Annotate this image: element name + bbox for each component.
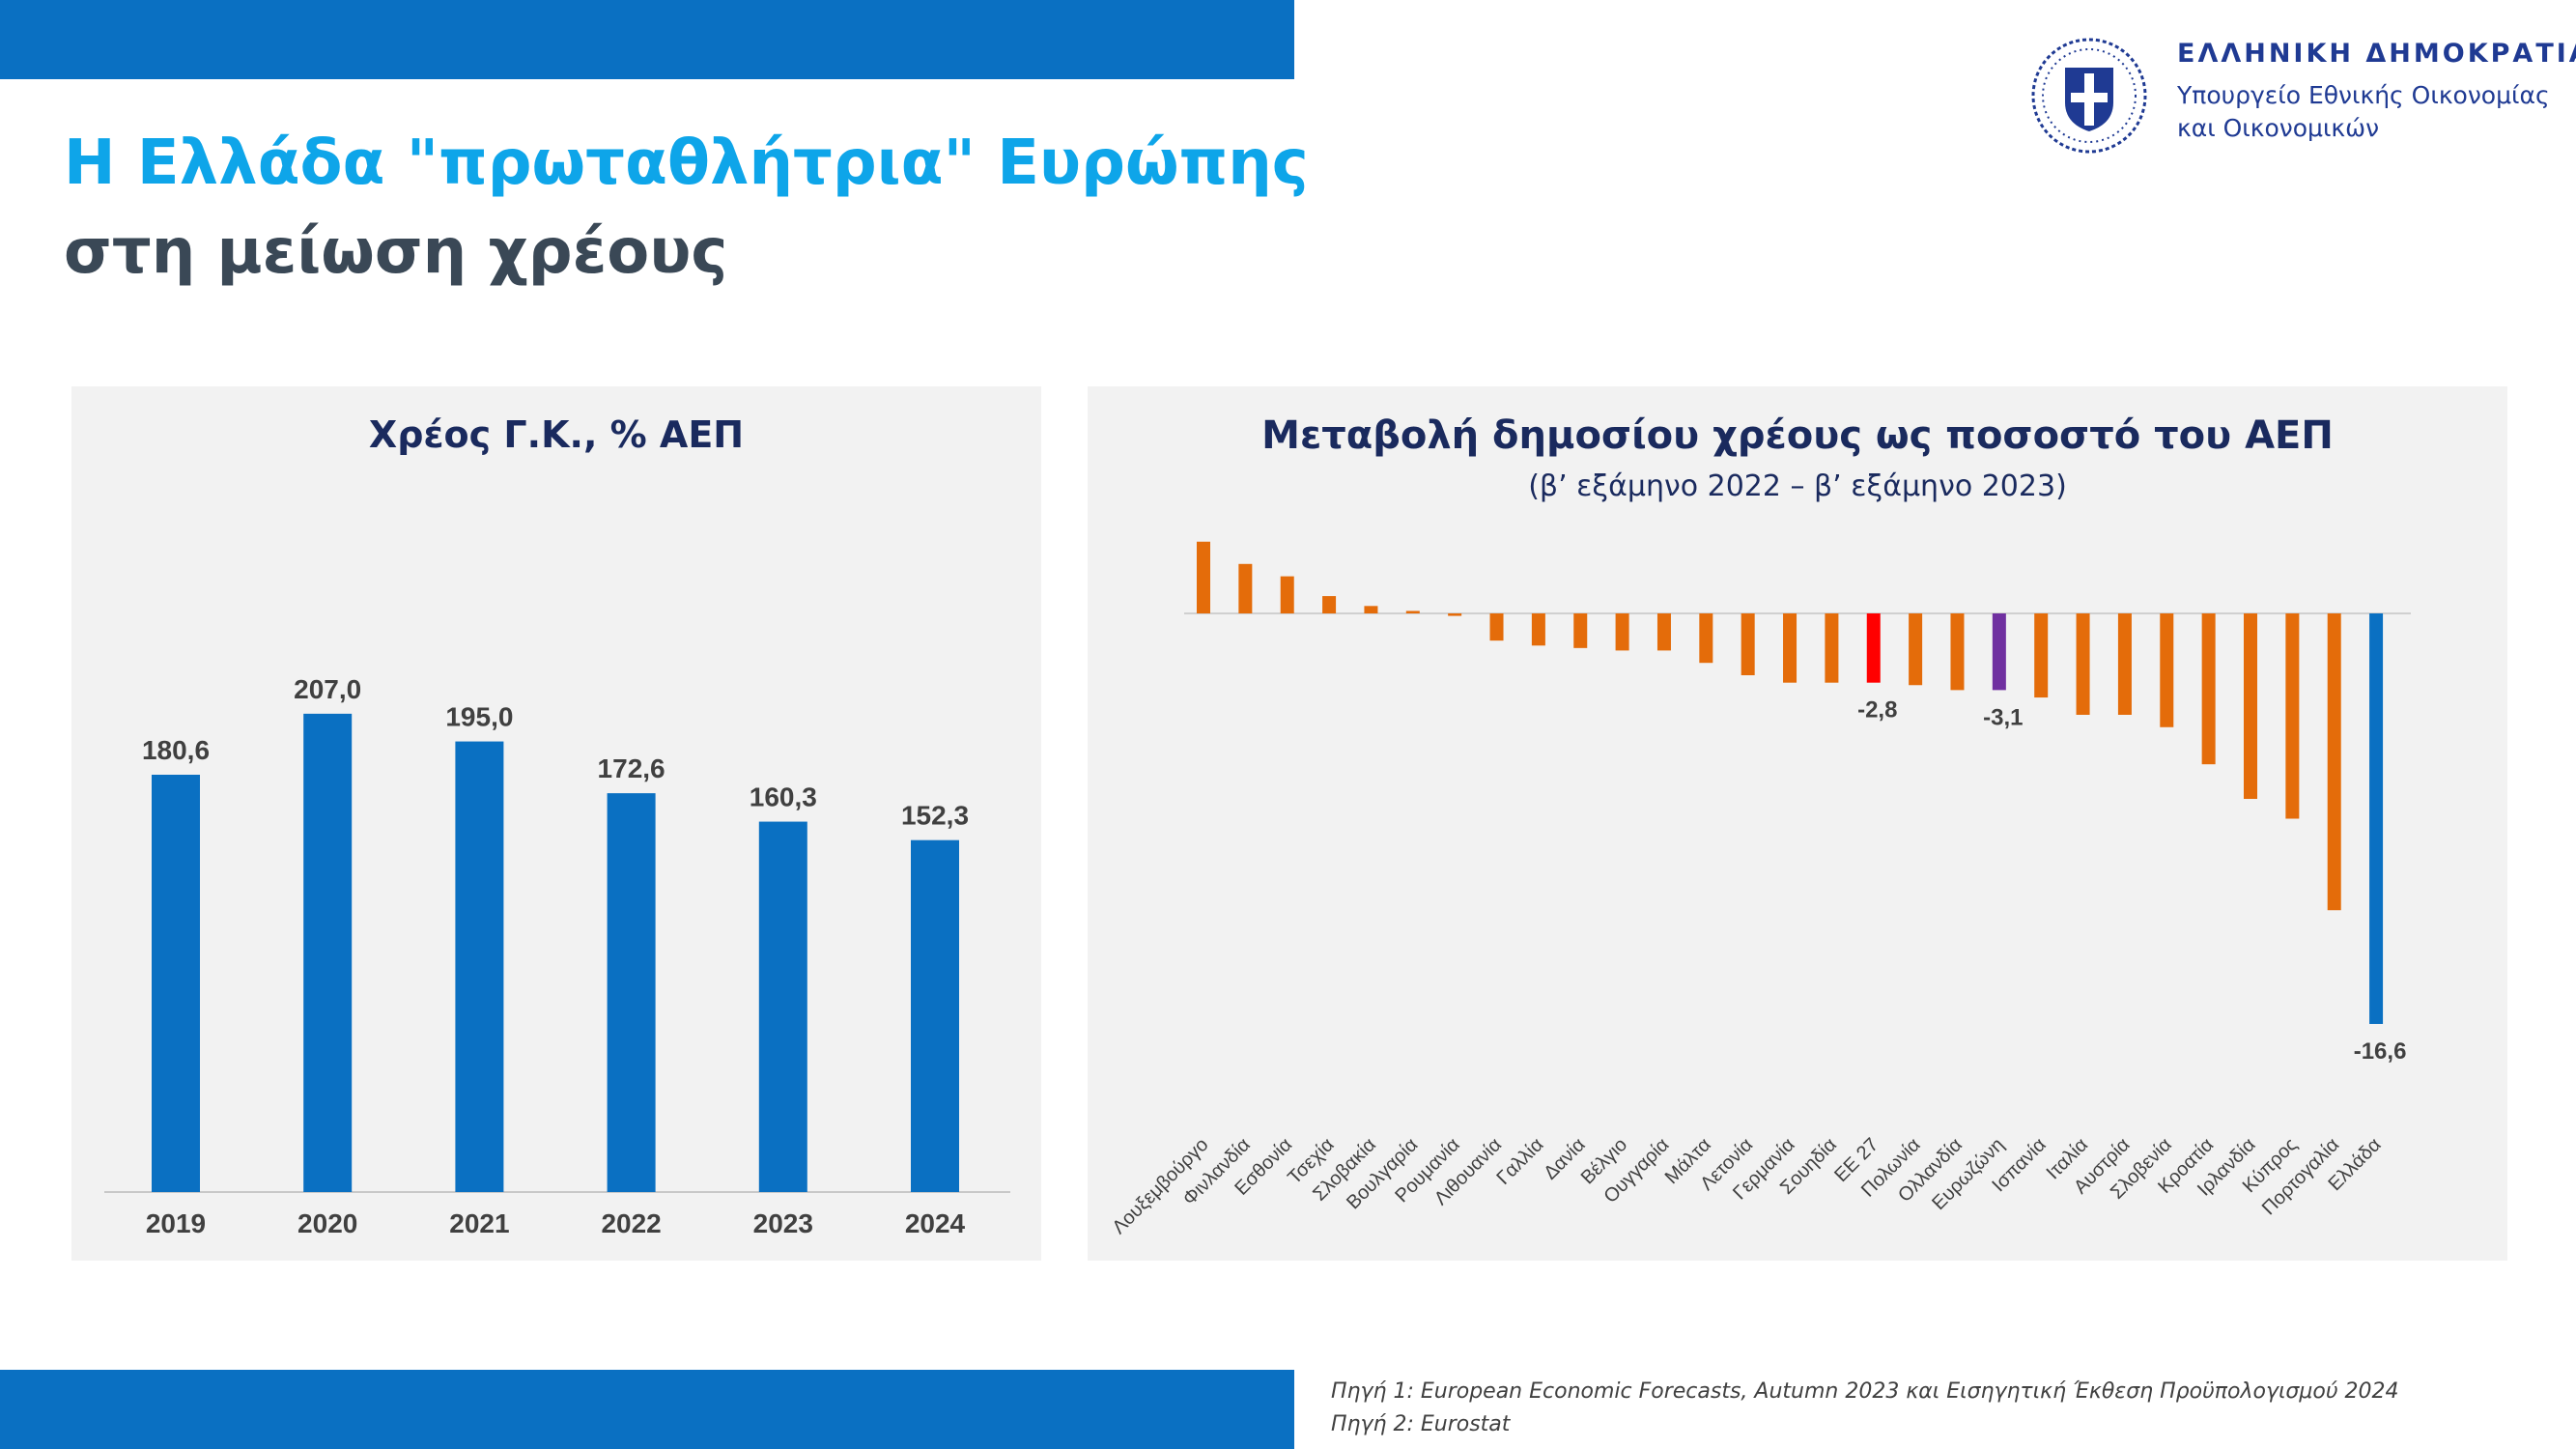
bar-Τσεχία <box>1322 596 1337 613</box>
bar-Πολωνία <box>1909 613 1923 686</box>
bar-Λιθουανία <box>1489 613 1504 641</box>
bar-2023 <box>758 821 807 1192</box>
debt-change-chart-title: Μεταβολή δημοσίου χρέους ως ποσοστό του … <box>1261 413 2334 458</box>
debt-chart-title: Χρέος Γ.Κ., % ΑΕΠ <box>368 413 745 456</box>
bar-2022 <box>607 793 656 1192</box>
bar-Ελλάδα <box>2369 613 2384 1024</box>
bar-2021 <box>455 741 504 1192</box>
bar-ΕΕ 27 <box>1866 613 1881 683</box>
bar-Δανία <box>1573 613 1588 648</box>
bar-Πορτογαλία <box>2327 613 2341 911</box>
bar-Φινλανδία <box>1238 563 1253 613</box>
bottom-band <box>0 1370 1294 1449</box>
source-note-2: Πηγή 2: Eurostat <box>1331 1412 1511 1436</box>
x-tick-label: 2023 <box>753 1208 813 1238</box>
bar-Εσθονία <box>1280 576 1294 613</box>
data-label: -2,8 <box>1857 697 1897 724</box>
x-tick-label: 2020 <box>297 1208 357 1238</box>
page-title: Η Ελλάδα "πρωταθλήτρια" Ευρώπης <box>64 128 1309 199</box>
debt-change-chart-subtitle: (β’ εξάμηνο 2022 – β’ εξάμηνο 2023) <box>1528 469 2067 503</box>
bar-Ρουμανία <box>1448 613 1462 616</box>
debt-bar-chart: 180,6 2019 207,0 2020 195,0 2021 172,6 2022 160,… <box>104 674 1010 1238</box>
data-label: -16,6 <box>2354 1038 2407 1065</box>
top-band <box>0 0 1294 79</box>
bar-Λετονία <box>1741 613 1755 676</box>
x-tick-label: 2024 <box>905 1208 966 1238</box>
bar-Ευρωζώνη <box>1992 613 2006 691</box>
bar-Κύπρος <box>2285 613 2300 819</box>
page-subtitle: στη μείωση χρέους <box>64 216 728 288</box>
bar-2020 <box>303 713 353 1192</box>
x-tick-label: Γαλλία <box>1492 1134 1547 1189</box>
debt-change-bar-chart: ΛουξεμβούργοΦινλανδίαΕσθονίαΤσεχίαΣλοβακ… <box>1108 541 2411 1238</box>
x-tick-label: 2019 <box>146 1208 206 1238</box>
debt-chart-panel: Χρέος Γ.Κ., % ΑΕΠ 180,6 2019 207,0 2020 195,… <box>71 386 1041 1261</box>
bar-Γαλλία <box>1531 613 1545 646</box>
coat-of-arms-icon <box>2031 38 2147 154</box>
source-note-1: Πηγή 1: European Economic Forecasts, Aut… <box>1331 1379 2399 1404</box>
bar-Βουλγαρία <box>1405 611 1420 613</box>
data-label: 160,3 <box>750 782 817 812</box>
data-label: 152,3 <box>901 801 969 831</box>
debt-change-chart-panel: Μεταβολή δημοσίου χρέους ως ποσοστό του … <box>1088 386 2507 1261</box>
government-name: ΕΛΛΗΝΙΚΗ ΔΗΜΟΚΡΑΤΙΑ <box>2177 39 2576 69</box>
bar-Σλοβενία <box>2160 613 2174 727</box>
bar-Ολλανδία <box>1950 613 1965 691</box>
bar-Μάλτα <box>1699 613 1713 664</box>
bar-Αυστρία <box>2117 613 2132 715</box>
bar-2024 <box>911 839 959 1192</box>
bar-Ιταλία <box>2076 613 2090 715</box>
data-label: 172,6 <box>598 753 665 783</box>
x-tick-label: 2022 <box>601 1208 661 1238</box>
bar-Ισπανία <box>2034 613 2049 698</box>
bar-Σουηδία <box>1825 613 1839 683</box>
ministry-name-line1: Υπουργείο Εθνικής Οικονομίας <box>2177 81 2550 109</box>
bar-Λουξεμβούργο <box>1197 541 1210 613</box>
data-label: -3,1 <box>1983 704 2023 730</box>
bar-Σλοβακία <box>1364 606 1378 613</box>
bar-Ουγγαρία <box>1656 613 1671 651</box>
x-tick-label: 2021 <box>449 1208 509 1238</box>
data-label: 207,0 <box>294 674 361 704</box>
bar-Ιρλανδία <box>2244 613 2257 800</box>
bar-Βέλγιο <box>1615 613 1629 651</box>
bar-Γερμανία <box>1783 613 1798 683</box>
bar-2019 <box>152 775 200 1192</box>
data-label: 195,0 <box>445 702 513 732</box>
ministry-name-line2: και Οικονομικών <box>2177 114 2380 142</box>
bar-Κροατία <box>2201 613 2216 765</box>
data-label: 180,6 <box>142 735 210 765</box>
